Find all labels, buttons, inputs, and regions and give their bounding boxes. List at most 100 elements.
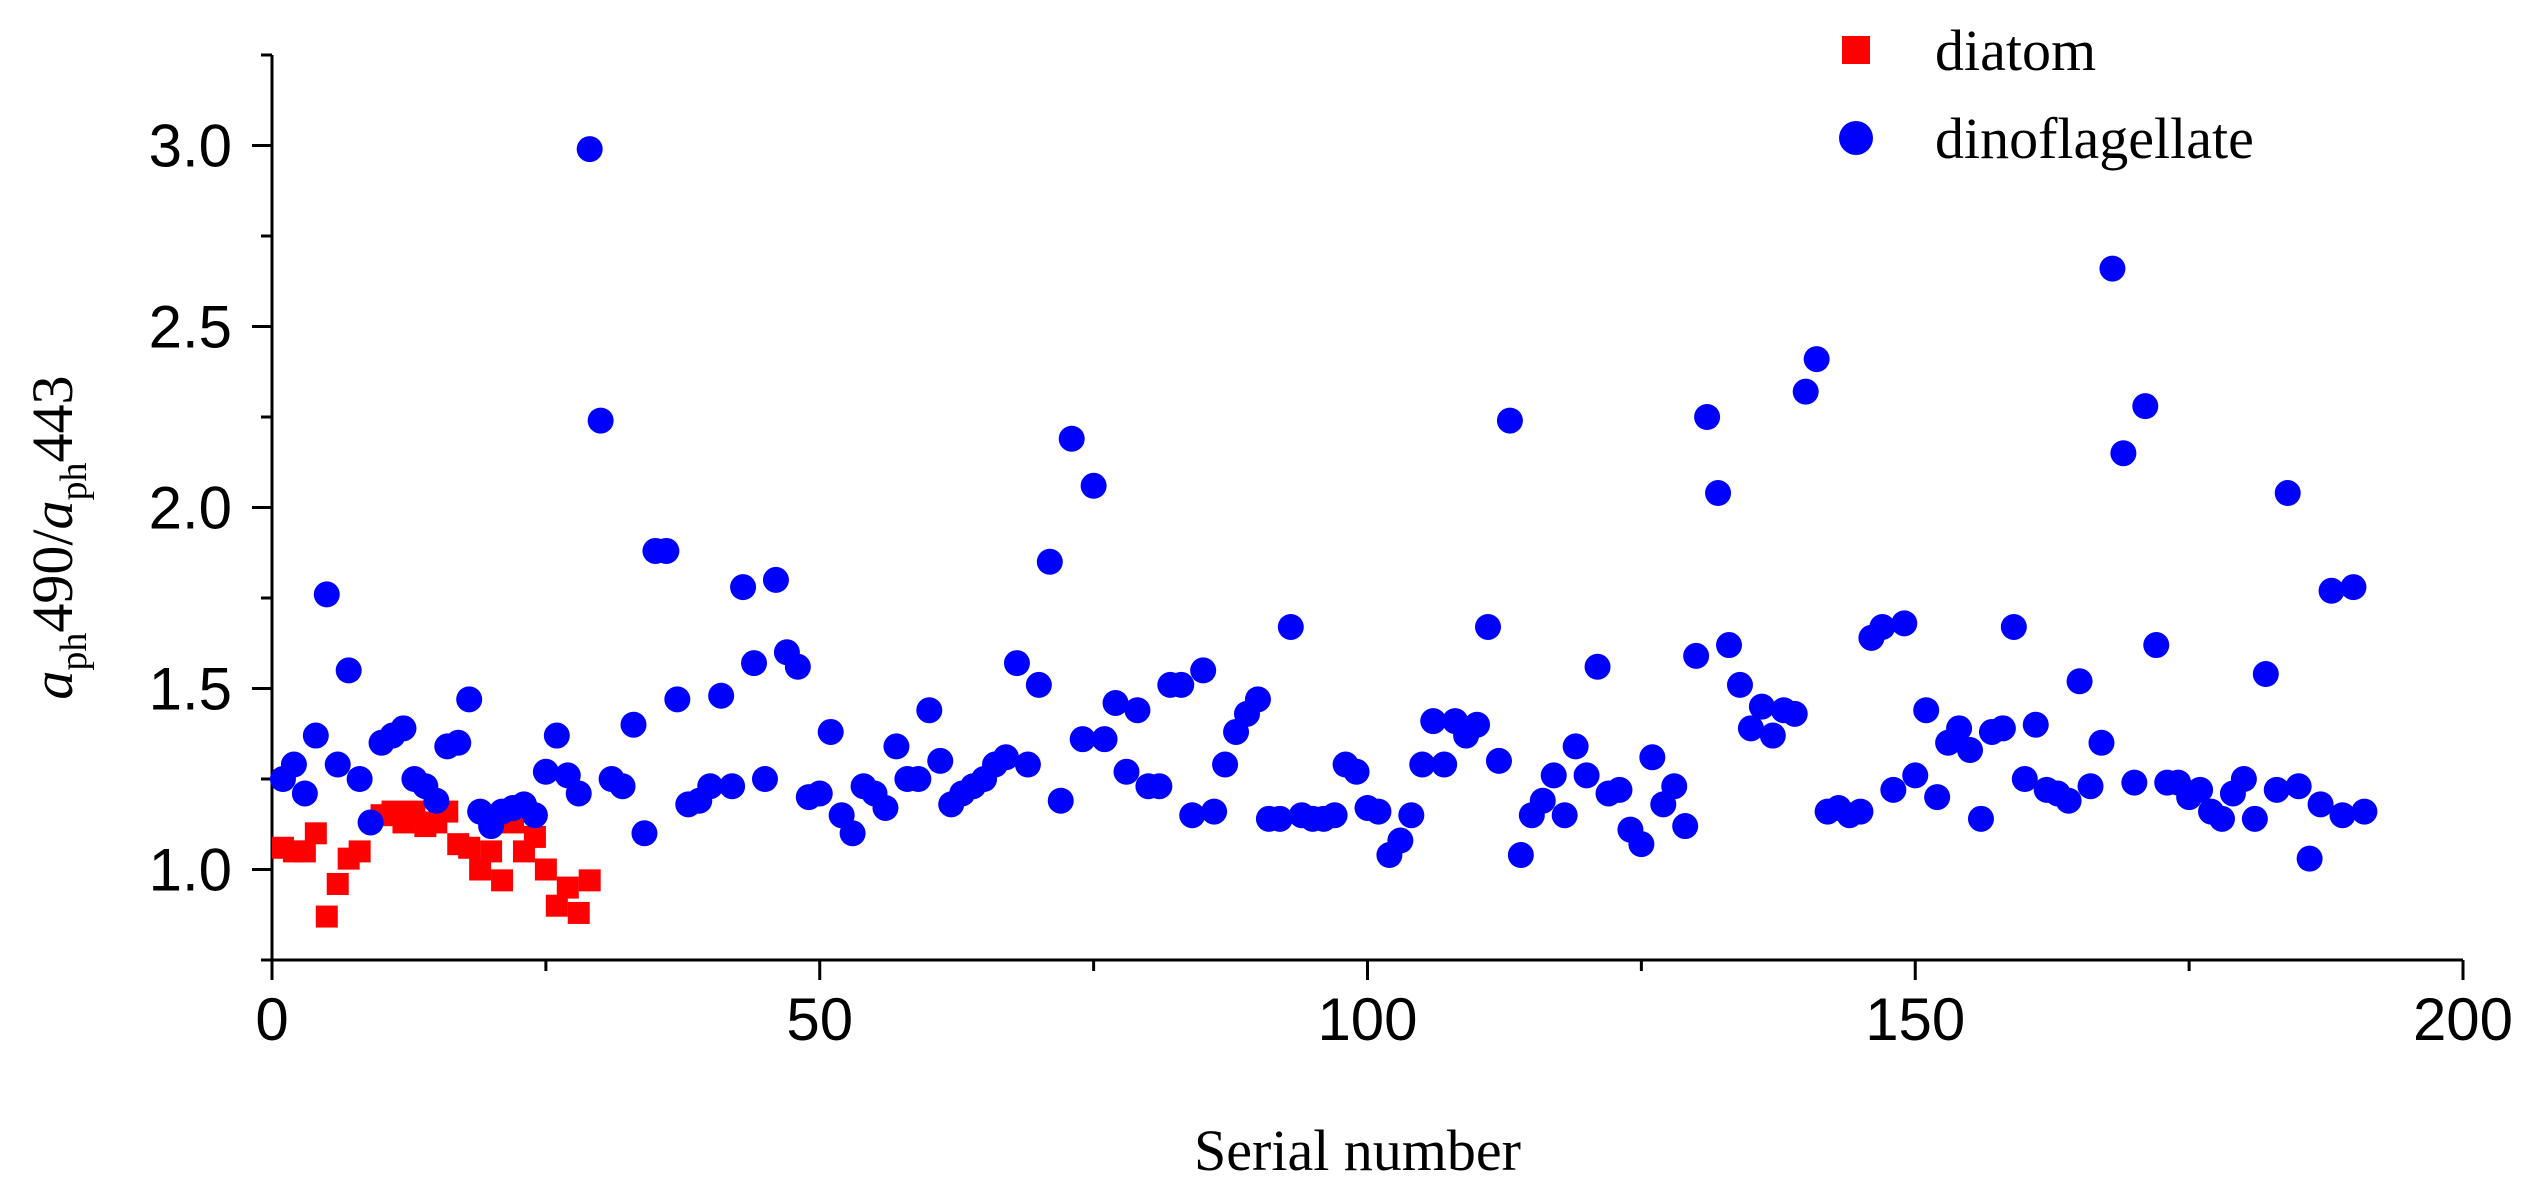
dinoflagellate-point bbox=[2241, 805, 2268, 832]
dinoflagellate-point bbox=[2329, 802, 2356, 829]
dinoflagellate-point bbox=[1168, 671, 1195, 698]
dinoflagellate-point bbox=[609, 773, 636, 800]
dinoflagellate-point bbox=[1387, 827, 1414, 854]
dinoflagellate-point bbox=[806, 780, 833, 807]
dinoflagellate-point bbox=[2340, 574, 2367, 601]
dinoflagellate-point bbox=[302, 722, 329, 749]
dinoflagellate-point bbox=[1967, 805, 1994, 832]
dinoflagellate-point bbox=[335, 657, 362, 684]
diatom-point bbox=[556, 876, 579, 899]
dinoflagellate-point bbox=[730, 574, 757, 601]
diatom-point bbox=[293, 840, 316, 863]
diatom-point bbox=[326, 872, 349, 895]
dinoflagellate-point bbox=[1748, 693, 1775, 720]
dinoflagellate-point bbox=[1058, 425, 1085, 452]
y-axis-title: aph490/aph443 bbox=[20, 375, 95, 699]
dinoflagellate-point bbox=[346, 766, 373, 792]
diatom-point bbox=[491, 869, 514, 892]
dinoflagellate-point bbox=[762, 566, 789, 593]
dinoflagellate-point bbox=[1705, 480, 1732, 507]
x-tick-label: 150 bbox=[1865, 986, 1965, 1053]
dinoflagellate-point bbox=[1069, 726, 1096, 753]
dinoflagellate-point bbox=[2208, 805, 2235, 832]
dinoflagellate-point bbox=[927, 747, 954, 774]
dinoflagellate-point bbox=[1694, 404, 1721, 430]
dinoflagellate-point bbox=[1540, 762, 1567, 789]
dinoflagellate-point bbox=[1003, 650, 1030, 677]
dinoflagellate-point bbox=[390, 715, 417, 742]
dinoflagellate-point bbox=[1420, 708, 1447, 735]
dinoflagellate-point bbox=[1869, 613, 1896, 640]
dinoflagellate-point bbox=[2274, 480, 2301, 507]
dinoflagellate-point bbox=[2022, 711, 2049, 738]
dinoflagellate-point bbox=[1496, 407, 1523, 434]
dinoflagellate-point bbox=[1365, 798, 1392, 825]
dinoflagellate-point bbox=[1924, 784, 1951, 811]
dinoflagellate-point bbox=[1266, 805, 1293, 832]
legend-label-dinoflagellate: dinoflagellate bbox=[1935, 106, 2254, 171]
legend-marker-diatom bbox=[1842, 36, 1870, 64]
dinoflagellate-point bbox=[1431, 751, 1458, 778]
dinoflagellate-point bbox=[1014, 751, 1041, 778]
dinoflagellate-point bbox=[313, 581, 340, 608]
dinoflagellate-point bbox=[1025, 671, 1052, 698]
dinoflagellate-point bbox=[1343, 758, 1370, 785]
dinoflagellate-point bbox=[423, 787, 450, 814]
dinoflagellate-series bbox=[269, 136, 2378, 872]
y-tick-label: 2.0 bbox=[149, 475, 232, 542]
dinoflagellate-point bbox=[1847, 798, 1874, 825]
dinoflagellate-point bbox=[1551, 802, 1578, 829]
dinoflagellate-point bbox=[521, 802, 548, 829]
diatom-point bbox=[545, 894, 568, 917]
dinoflagellate-point bbox=[2285, 773, 2312, 800]
dinoflagellate-point bbox=[1464, 711, 1491, 738]
y-tick-label: 1.5 bbox=[149, 656, 232, 723]
dinoflagellate-point bbox=[1485, 747, 1512, 774]
dinoflagellate-point bbox=[2318, 577, 2345, 604]
dinoflagellate-point bbox=[883, 733, 910, 760]
dinoflagellate-point bbox=[2351, 798, 2378, 825]
diatom-point bbox=[348, 840, 371, 863]
dinoflagellate-point bbox=[291, 780, 318, 807]
diatom-series bbox=[271, 800, 601, 928]
dinoflagellate-point bbox=[1913, 697, 1940, 724]
dinoflagellate-point bbox=[751, 766, 778, 792]
dinoflagellate-point bbox=[1683, 642, 1710, 669]
dinoflagellate-point bbox=[839, 820, 866, 847]
dinoflagellate-point bbox=[1584, 653, 1611, 680]
dinoflagellate-point bbox=[357, 809, 384, 836]
dinoflagellate-point bbox=[1277, 613, 1304, 640]
legend: diatom dinoflagellate bbox=[1839, 18, 2254, 171]
dinoflagellate-point bbox=[280, 751, 307, 778]
dinoflagellate-point bbox=[1946, 715, 1973, 742]
dinoflagellate-point bbox=[324, 751, 351, 778]
dinoflagellate-point bbox=[1792, 378, 1819, 405]
dinoflagellate-point bbox=[1891, 610, 1918, 637]
y-title-a2: a bbox=[20, 500, 85, 529]
dinoflagellate-point bbox=[1091, 726, 1118, 753]
legend-label-diatom: diatom bbox=[1935, 18, 2096, 83]
dinoflagellate-point bbox=[1737, 715, 1764, 742]
dinoflagellate-point bbox=[1201, 798, 1228, 825]
x-tick-label: 50 bbox=[786, 986, 853, 1053]
dinoflagellate-point bbox=[872, 794, 899, 821]
x-tick-label: 100 bbox=[1317, 986, 1417, 1053]
dinoflagellate-point bbox=[1113, 758, 1140, 785]
axes: 0 50 100 150 200 1.0 1.5 2.0 2.5 3.0 bbox=[149, 53, 2513, 1053]
x-tick-label: 200 bbox=[2413, 986, 2513, 1053]
dinoflagellate-point bbox=[1036, 548, 1063, 575]
dinoflagellate-point bbox=[1803, 346, 1830, 373]
dinoflagellate-point bbox=[664, 686, 691, 713]
diatom-point bbox=[458, 836, 481, 859]
dinoflagellate-point bbox=[1080, 472, 1107, 499]
dinoflagellate-point bbox=[1639, 744, 1666, 771]
dinoflagellate-point bbox=[1179, 802, 1206, 829]
dinoflagellate-point bbox=[1989, 715, 2016, 742]
diatom-point bbox=[578, 869, 601, 892]
dinoflagellate-point bbox=[1409, 751, 1436, 778]
dinoflagellate-point bbox=[2121, 769, 2148, 796]
dinoflagellate-point bbox=[565, 780, 592, 807]
diatom-point bbox=[304, 822, 327, 845]
